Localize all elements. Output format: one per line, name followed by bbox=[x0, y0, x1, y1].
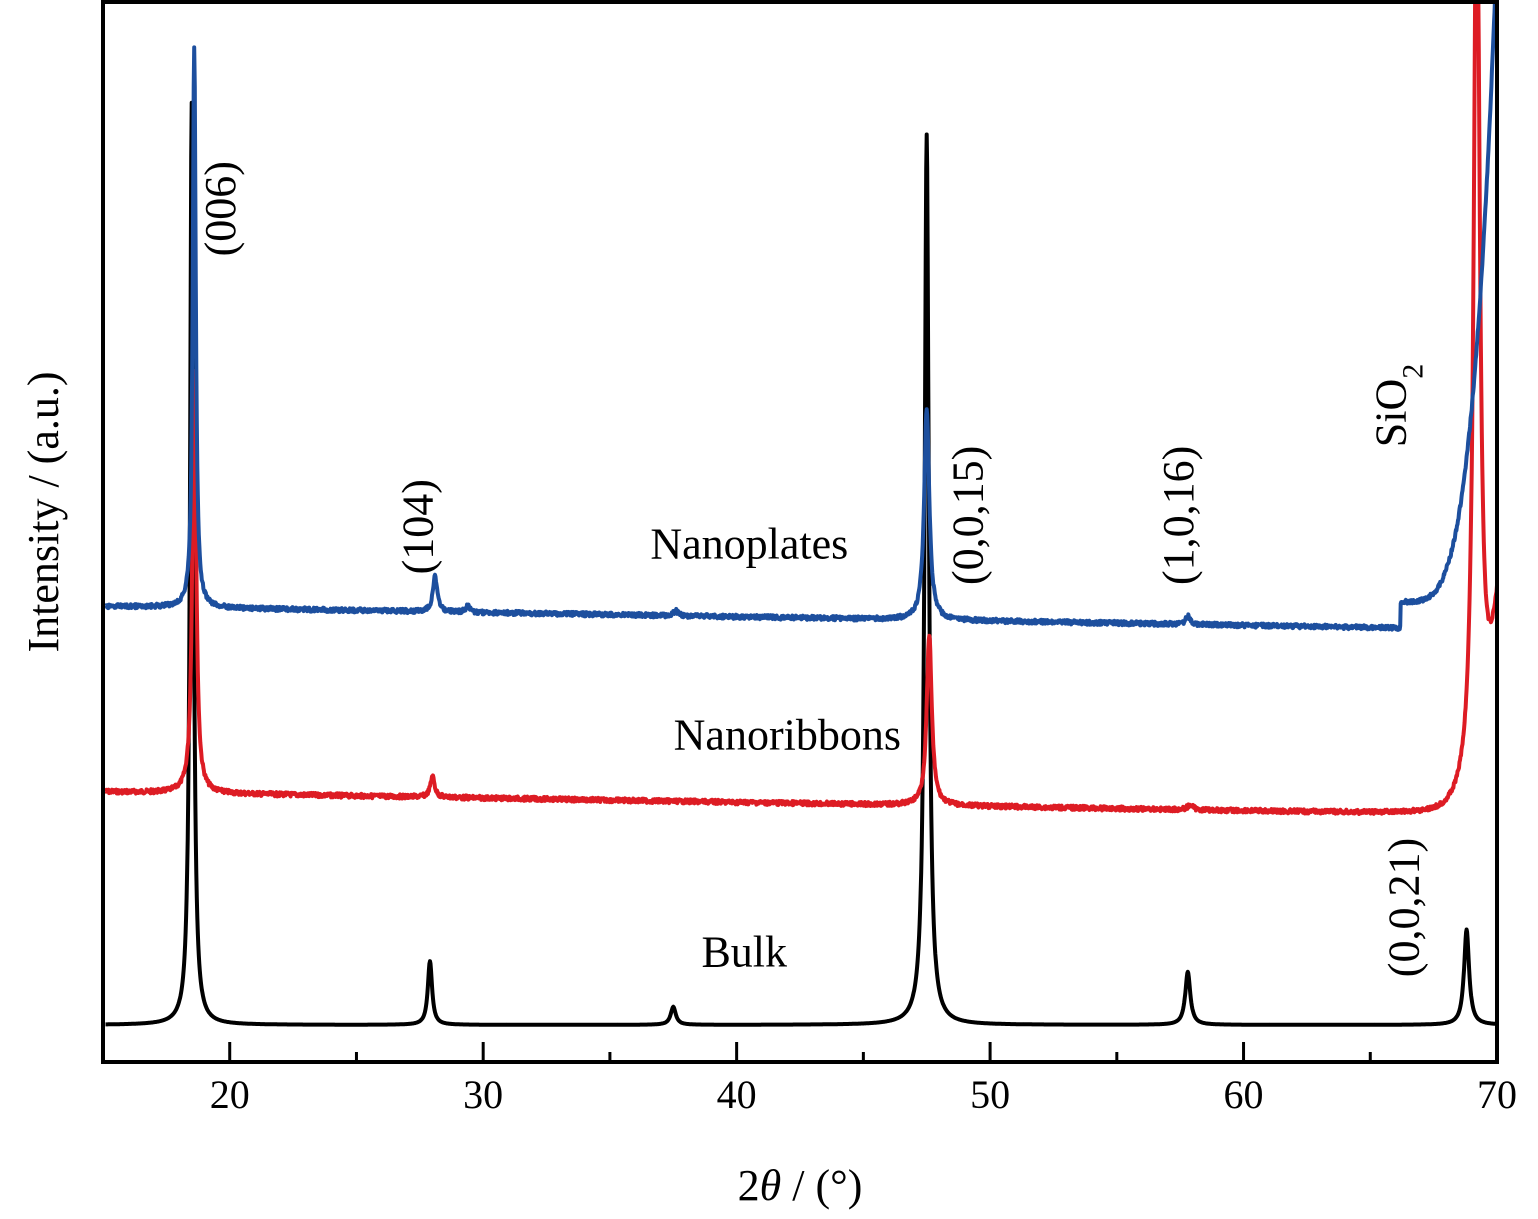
x-tick-label: 30 bbox=[463, 1072, 503, 1117]
sio2-label: SiO2 bbox=[1367, 364, 1430, 447]
series-line-bulk bbox=[104, 100, 1499, 1027]
x-tick-label: 40 bbox=[717, 1072, 757, 1117]
series-label-nanoplates: Nanoplates bbox=[650, 520, 848, 569]
peak-label: (0,0,15) bbox=[943, 446, 992, 585]
series-line-nanoribbons bbox=[104, 0, 1499, 816]
peak-label: (104) bbox=[393, 479, 442, 574]
tick-layer: 20 30 40 50 60 70 bbox=[210, 1042, 1517, 1117]
peak-label: (1,0,16) bbox=[1154, 446, 1203, 585]
series-layer bbox=[104, 0, 1499, 1027]
plot-frame bbox=[101, 0, 1499, 1064]
label-layer: Bulk Nanoribbons Nanoplates (006) (104) (0,0,… bbox=[196, 161, 1429, 977]
series-line-nanoplates bbox=[104, 0, 1497, 632]
x-tick-label: 70 bbox=[1477, 1072, 1517, 1117]
x-tick-label: 60 bbox=[1224, 1072, 1264, 1117]
x-tick-label: 50 bbox=[970, 1072, 1010, 1117]
x-axis-label: 2θ / (°) bbox=[738, 1161, 863, 1210]
series-label-bulk: Bulk bbox=[701, 928, 787, 977]
series-label-nanoribbons: Nanoribbons bbox=[674, 710, 901, 759]
x-tick-label: 20 bbox=[210, 1072, 250, 1117]
y-axis-label: Intensity / (a.u.) bbox=[19, 371, 68, 652]
peak-label: (0,0,21) bbox=[1379, 838, 1428, 977]
peak-label: (006) bbox=[196, 161, 245, 256]
